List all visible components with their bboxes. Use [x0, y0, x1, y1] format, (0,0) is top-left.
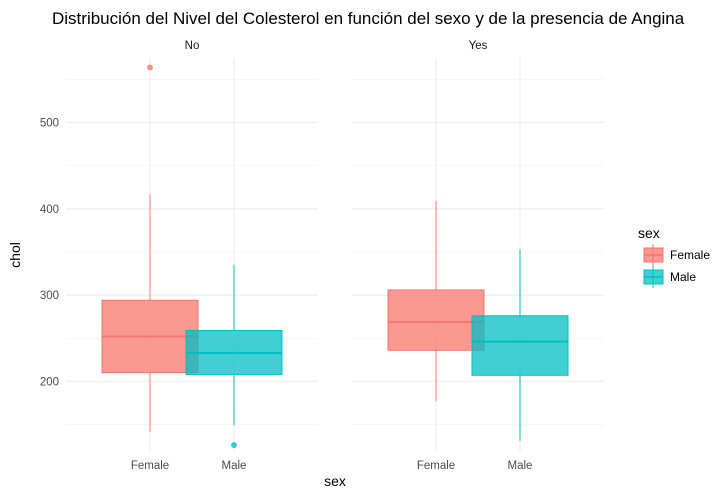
y-axis-title: chol	[7, 242, 23, 268]
y-tick-label: 200	[40, 376, 59, 388]
legend-key-male	[643, 266, 664, 288]
box	[387, 289, 485, 351]
x-tick-label: Male	[222, 460, 247, 472]
legend-title: sex	[638, 225, 660, 241]
chart-title: Distribución del Nivel del Colesterol en…	[52, 9, 685, 28]
legend-key-female	[643, 244, 664, 266]
legend-label-female: Female	[670, 248, 710, 262]
boxplot-yes-female	[387, 201, 485, 402]
x-axis-title: sex	[324, 473, 346, 489]
y-tick-label: 300	[40, 290, 59, 302]
x-tick-label: Male	[508, 460, 533, 472]
facet-panel-no	[66, 58, 318, 452]
boxplot-no-male	[185, 264, 283, 448]
box	[471, 315, 569, 376]
x-tick-label: Female	[417, 460, 455, 472]
x-tick-label: Female	[131, 460, 169, 472]
outlier-point	[231, 442, 237, 448]
outlier-point	[147, 64, 153, 71]
boxplot-no-female	[101, 64, 199, 433]
facet-label-yes: Yes	[469, 40, 488, 52]
y-tick-label: 500	[40, 118, 59, 130]
facet-label-no: No	[185, 40, 200, 52]
legend-label-male: Male	[670, 270, 696, 284]
facet-panel-yes	[352, 58, 604, 452]
y-tick-label: 400	[40, 204, 59, 216]
legend: sex Female Male	[638, 225, 710, 288]
x-axis-ticks: Female Male Female Male	[131, 460, 533, 472]
y-axis-ticks: 200 300 400 500	[40, 118, 59, 389]
boxplot-yes-male	[471, 249, 569, 441]
